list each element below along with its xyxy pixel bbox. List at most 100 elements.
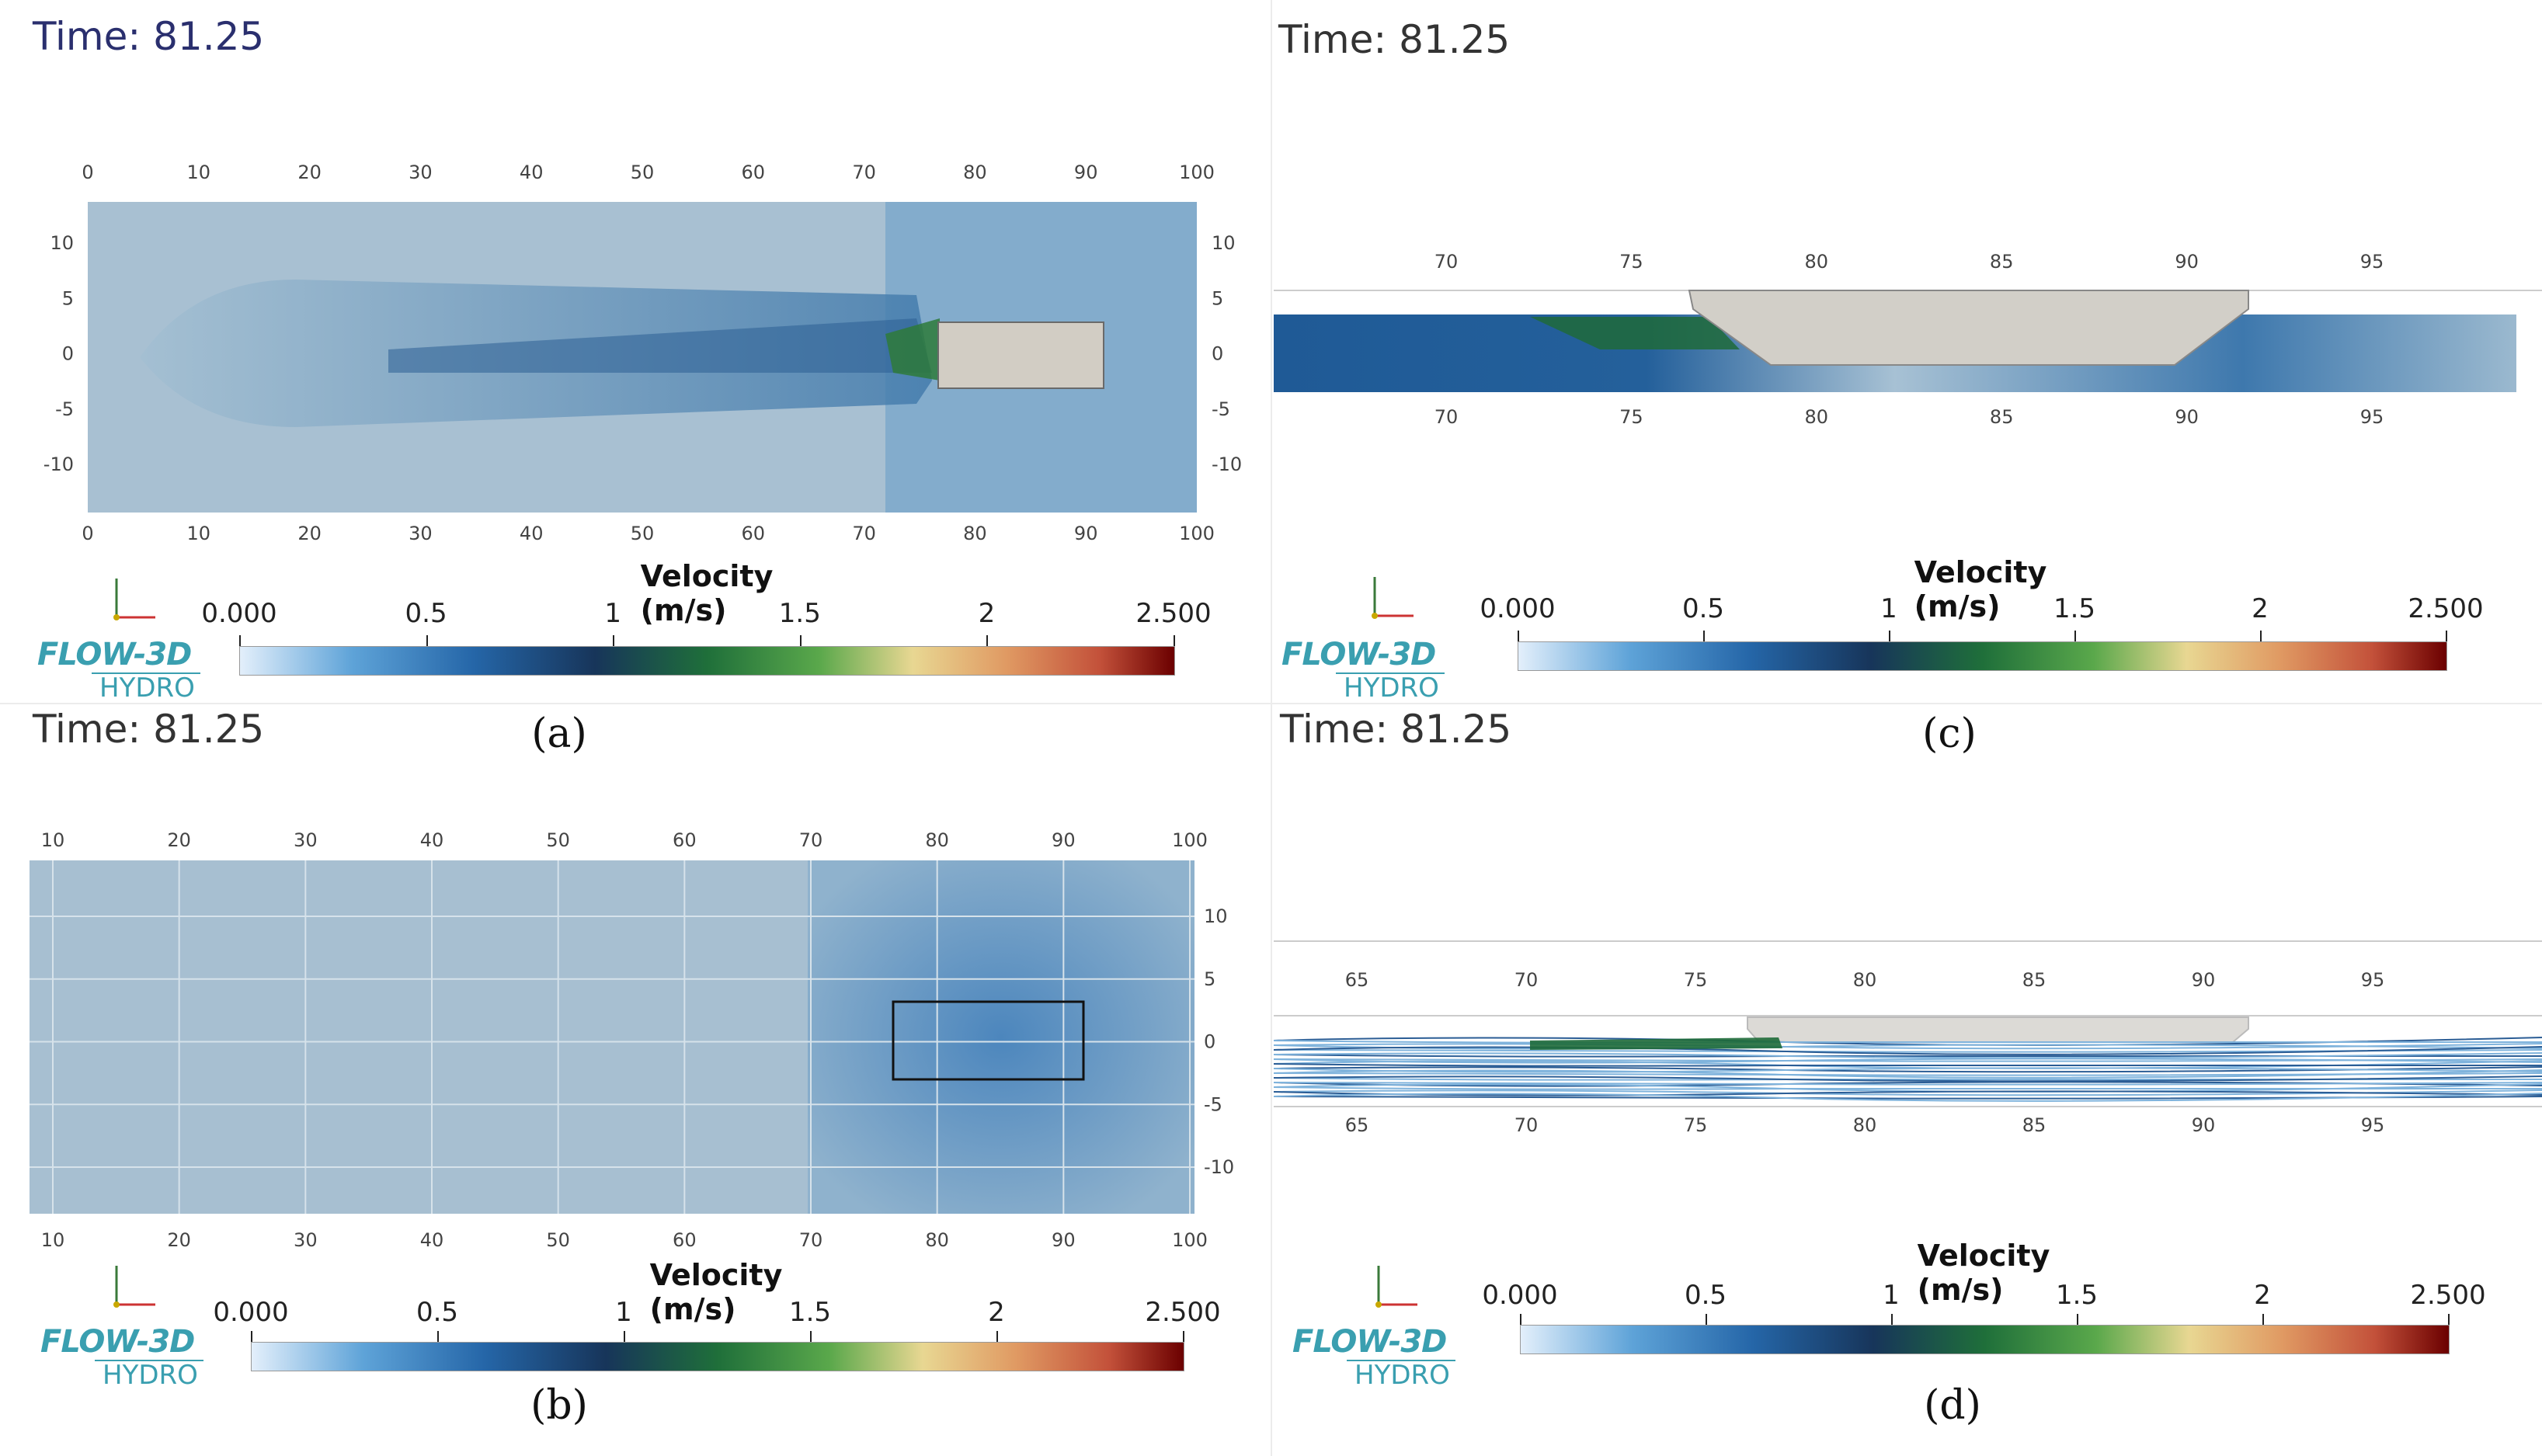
x-tick-label: 40 — [520, 162, 544, 183]
x-tick-label: 0 — [82, 523, 93, 544]
time-label: Time: 81.25 — [33, 707, 265, 752]
pier-obstacle — [937, 321, 1104, 389]
x-tick-label: 70 — [1434, 406, 1459, 428]
colorbar-tick-label: 2.500 — [1145, 1297, 1221, 1328]
panel-c-plot: 70 75 80 85 90 95 70 75 80 85 90 95 — [1274, 251, 2542, 428]
colorbar-tick-label: 2 — [978, 598, 996, 629]
x-tick-label: 60 — [673, 1229, 697, 1251]
x-tick-label: 85 — [1990, 406, 2014, 428]
colorbar-tick-label: 1 — [604, 598, 622, 629]
colorbar-tick-mark — [613, 635, 615, 646]
x-tick-label: 40 — [420, 1229, 444, 1251]
colorbar-tick-label: 1.5 — [2055, 1280, 2099, 1311]
x-tick-label: 100 — [1172, 1229, 1208, 1251]
colorbar-tick-label: 2 — [2254, 1280, 2271, 1311]
colorbar-tick-mark — [2260, 631, 2262, 641]
x-tick-label: 50 — [546, 1229, 570, 1251]
colorbar-tick-mark — [1183, 1331, 1184, 1342]
x-tick-label: 60 — [673, 829, 697, 851]
y-tick-label: 5 — [62, 287, 74, 309]
streamline — [1274, 1060, 2542, 1069]
panel-b: Time: 81.25 10 20 30 40 50 60 70 80 90 100 10 20 30… — [0, 707, 1266, 1456]
colorbar-tick-label: 2.500 — [2408, 593, 2484, 624]
x-tick-label: 85 — [2022, 969, 2046, 991]
colorbar-tick-mark — [624, 1331, 625, 1342]
colorbar-gradient — [1520, 1325, 2450, 1354]
colorbar-tick-label: 0.000 — [1480, 593, 1556, 624]
streamline — [1274, 1083, 2542, 1093]
x-tick-label: 100 — [1179, 162, 1215, 183]
x-ticks-top: 70 75 80 85 90 95 — [1434, 251, 2384, 273]
time-label: Time: 81.25 — [33, 14, 265, 59]
x-tick-label: 20 — [167, 829, 191, 851]
x-tick-label: 80 — [1805, 251, 1829, 273]
colorbar-tick-label: 0.5 — [405, 598, 447, 629]
colorbar-title: Velocity (m/s) — [1917, 1239, 2050, 1307]
x-tick-label: 95 — [2360, 251, 2384, 273]
wake-core — [388, 318, 932, 373]
y-ticks-right: 10 5 0 -5 -10 — [1212, 232, 1242, 475]
panel-a-plot: 0 10 20 30 40 50 60 70 80 90 100 0 10 20 30 40 50 60 70 80… — [43, 162, 1242, 544]
colorbar-tick-label: 1.5 — [2053, 593, 2096, 624]
y-tick-label: -5 — [1204, 1093, 1222, 1115]
colorbar-tick-mark — [2446, 631, 2447, 641]
y-tick-label: -5 — [55, 398, 74, 420]
flow3d-logo: FLOW-3D HYDRO — [40, 1324, 203, 1389]
colorbar-tick-mark — [251, 1331, 252, 1342]
y-tick-label: -10 — [43, 453, 74, 475]
x-tick-label: 90 — [2192, 1114, 2216, 1136]
colorbar-tick-mark — [239, 635, 241, 646]
colorbar-tick-label: 2.500 — [2410, 1280, 2486, 1311]
x-tick-label: 80 — [963, 162, 987, 183]
colorbar-tick-label: 1.5 — [788, 1297, 832, 1328]
y-ticks-right: 10 5 0 -5 -10 — [1204, 905, 1234, 1178]
y-tick-label: 10 — [1212, 232, 1236, 254]
pier-outline — [892, 1000, 1085, 1081]
time-label: Time: 81.25 — [1278, 17, 1511, 62]
streamline — [1274, 1043, 2542, 1050]
y-tick-label: 0 — [1212, 343, 1223, 365]
x-tick-label: 70 — [1514, 969, 1539, 991]
streamlines — [1274, 1037, 2542, 1102]
colorbar-tick-mark — [810, 1331, 812, 1342]
streamline — [1274, 1090, 2542, 1096]
streamline — [1274, 1075, 2542, 1082]
colorbar-tick-label: 0.5 — [1684, 1280, 1727, 1311]
x-ticks-bottom: 10 20 30 40 50 60 70 80 90 100 — [41, 1229, 1208, 1251]
x-tick-label: 85 — [1990, 251, 2014, 273]
streamline — [1274, 1089, 2542, 1096]
streamline — [1274, 1044, 2542, 1050]
colorbar-title: Velocity (m/s) — [649, 1258, 783, 1326]
colorbar-title: Velocity (m/s) — [1914, 555, 2047, 624]
colorbar-tick-label: 2 — [988, 1297, 1005, 1328]
colorbar-gradient — [251, 1342, 1184, 1371]
y-tick-label: 5 — [1204, 968, 1215, 990]
colorbar-tick-mark — [437, 1331, 439, 1342]
streamline — [1274, 1063, 2542, 1067]
high-velocity-zone — [808, 860, 1194, 1214]
colorbar-tick-mark — [1706, 1314, 1707, 1325]
vertical-divider — [1271, 0, 1272, 1456]
streamline — [1274, 1067, 2542, 1073]
caption: (c) — [1922, 711, 1977, 757]
y-tick-label: 10 — [50, 232, 74, 254]
x-tick-label: 60 — [742, 162, 766, 183]
y-tick-label: 5 — [1212, 287, 1223, 309]
x-ticks-bottom: 70 75 80 85 90 95 — [1434, 406, 2384, 428]
x-tick-label: 10 — [187, 162, 211, 183]
horizontal-divider — [0, 703, 2542, 704]
x-tick-label: 65 — [1345, 1114, 1369, 1136]
x-tick-label: 70 — [799, 829, 823, 851]
x-tick-label: 90 — [1052, 1229, 1076, 1251]
colorbar-title: Velocity (m/s) — [640, 559, 774, 627]
colorbar-tick-mark — [986, 635, 989, 646]
colorbar-tick-label: 0.000 — [213, 1297, 289, 1328]
colorbar-tick-label: 1 — [615, 1297, 632, 1328]
y-tick-label: 0 — [1204, 1031, 1215, 1053]
green-zone — [1530, 317, 1740, 349]
x-tick-label: 0 — [82, 162, 93, 183]
caption: (d) — [1924, 1382, 1981, 1429]
colorbar-tick-mark — [1889, 631, 1890, 641]
time-label: Time: 81.25 — [1280, 707, 1512, 752]
x-tick-label: 90 — [1074, 523, 1098, 544]
